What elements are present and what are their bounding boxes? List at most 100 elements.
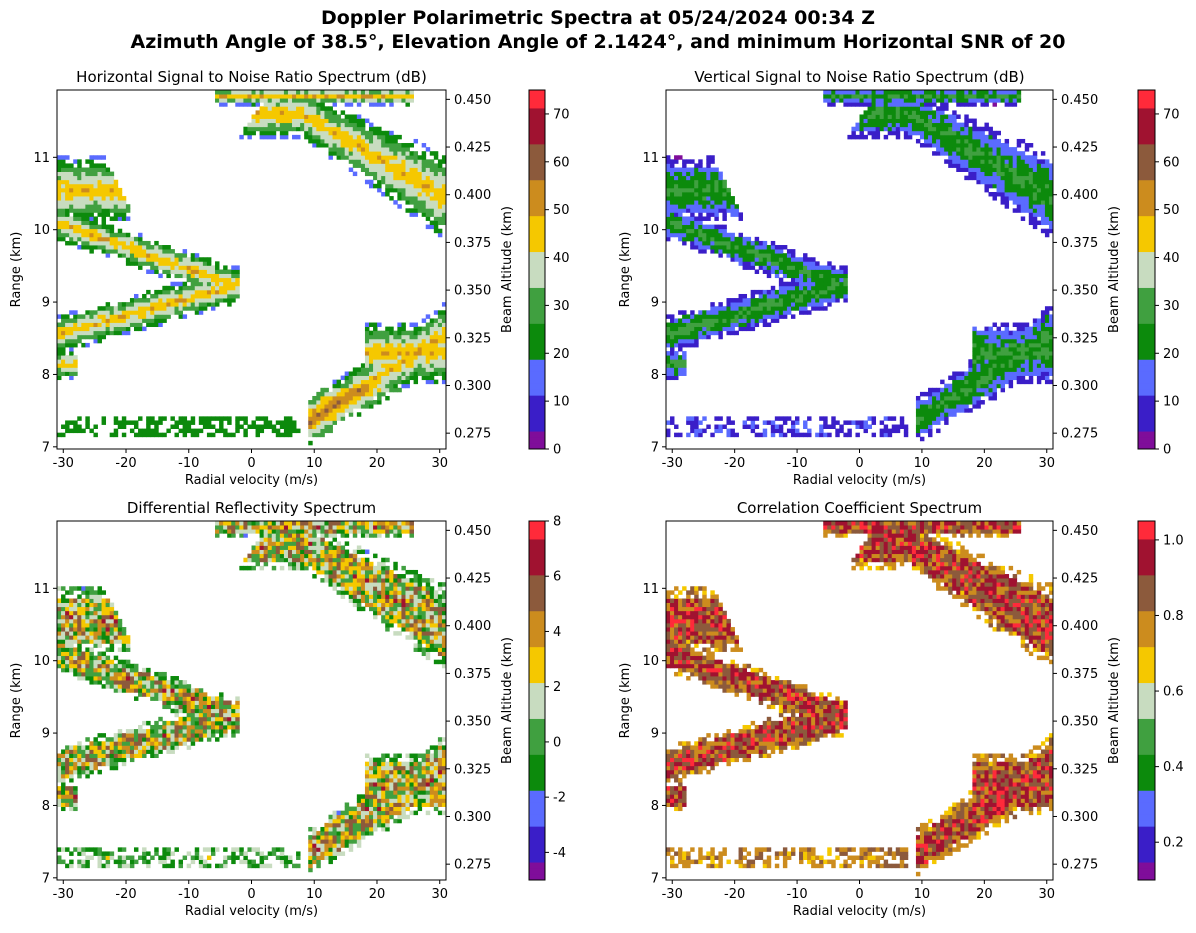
heatmap-cell <box>932 151 937 156</box>
heatmap-cell <box>1024 147 1030 152</box>
heatmap-cell <box>754 261 760 266</box>
heatmap-cell <box>1040 196 1046 201</box>
heatmap-cell <box>381 191 386 197</box>
heatmap-cell <box>831 98 836 103</box>
heatmap-cell <box>980 387 985 393</box>
heatmap-cell <box>1020 367 1026 372</box>
heatmap-cell <box>401 147 406 152</box>
heatmap-cell <box>328 428 333 434</box>
heatmap-cell <box>952 151 957 156</box>
heatmap-cell <box>146 424 151 429</box>
heatmap-cell <box>101 306 107 311</box>
colorbar-segment <box>1138 305 1155 312</box>
heatmap-cell <box>706 330 711 336</box>
heatmap-cell <box>690 167 695 172</box>
heatmap-cell <box>348 98 354 103</box>
heatmap-cell <box>678 310 683 315</box>
heatmap-cell <box>267 114 273 119</box>
heatmap-cell <box>300 114 305 119</box>
heatmap-cell <box>992 130 997 136</box>
heatmap-cell <box>883 110 889 115</box>
heatmap-cell <box>117 314 123 319</box>
heatmap-cell <box>202 302 208 307</box>
heatmap-cell <box>964 391 969 397</box>
heatmap-cell <box>980 126 985 132</box>
heatmap-cell <box>984 163 989 168</box>
heatmap-cell <box>940 106 945 111</box>
heatmap-cell <box>389 98 394 103</box>
heatmap-cell <box>336 98 342 103</box>
heatmap-cell <box>1040 310 1046 315</box>
heatmap-cell <box>948 90 953 95</box>
heatmap-cell <box>839 293 844 299</box>
heatmap-cell <box>964 126 969 132</box>
heatmap-cell <box>89 236 94 242</box>
heatmap-cell <box>77 639 82 644</box>
heatmap-cell <box>308 404 313 409</box>
heatmap-cell <box>686 338 691 344</box>
heatmap-cell <box>863 134 868 140</box>
heatmap-cell <box>93 310 98 315</box>
heatmap-cell <box>190 253 196 258</box>
heatmap-cell <box>799 277 804 283</box>
heatmap-cell <box>879 114 885 119</box>
heatmap-cell <box>85 175 90 181</box>
heatmap-cell <box>397 163 402 168</box>
heatmap-cell <box>823 273 828 279</box>
heatmap-cell <box>174 302 179 307</box>
heatmap-cell <box>69 635 74 640</box>
heatmap-cell <box>1000 155 1006 160</box>
heatmap-cell <box>202 281 208 287</box>
heatmap-cell <box>324 412 329 417</box>
heatmap-cell <box>714 167 719 172</box>
heatmap-cell <box>73 196 78 201</box>
heatmap-cell <box>413 196 419 201</box>
x-axis-label: Radial velocity (m/s) <box>793 473 926 488</box>
heatmap-cell <box>186 269 192 274</box>
heatmap-cell <box>292 94 297 99</box>
heatmap-cell <box>1044 159 1050 164</box>
heatmap-cell <box>871 90 877 95</box>
heatmap-cell <box>984 387 989 393</box>
heatmap-cell <box>89 187 94 193</box>
heatmap-cell <box>77 326 82 332</box>
heatmap-cell <box>69 228 74 234</box>
heatmap-cell <box>988 167 993 172</box>
heatmap-cell <box>984 367 989 372</box>
heatmap-cell <box>360 126 366 132</box>
heatmap-cell <box>433 183 439 189</box>
heatmap-cell <box>944 130 949 136</box>
heatmap-cell <box>389 196 394 201</box>
heatmap-cell <box>231 293 236 299</box>
colorbar-segment <box>529 293 545 300</box>
heatmap-cell <box>77 655 82 661</box>
heatmap-cell <box>369 322 374 328</box>
heatmap-cell <box>1016 138 1022 144</box>
heatmap-cell <box>336 408 342 413</box>
heatmap-cell <box>795 281 800 287</box>
heatmap-cell <box>795 432 800 438</box>
heatmap-cell <box>142 310 147 315</box>
heatmap-cell <box>57 786 62 791</box>
heatmap-cell <box>202 265 208 270</box>
heatmap-cell <box>117 322 123 328</box>
heatmap-cell <box>421 187 427 193</box>
x-tick-label: 10 <box>914 456 931 471</box>
heatmap-cell <box>377 387 382 393</box>
heatmap-cell <box>1040 342 1046 348</box>
heatmap-cell <box>348 90 354 95</box>
heatmap-cell <box>356 387 362 393</box>
heatmap-cell <box>831 277 836 283</box>
heatmap-cell <box>373 163 378 168</box>
heatmap-cell <box>851 130 856 136</box>
heatmap-cell <box>803 261 808 266</box>
heatmap-cell <box>73 655 78 661</box>
heatmap-cell <box>360 379 366 385</box>
heatmap-cell <box>360 147 366 152</box>
heatmap-cell <box>670 420 675 425</box>
heatmap-cell <box>811 265 816 270</box>
heatmap-cell <box>57 602 62 608</box>
heatmap-cell <box>936 147 941 152</box>
heatmap-cell <box>57 802 62 807</box>
heatmap-cell <box>364 359 370 364</box>
